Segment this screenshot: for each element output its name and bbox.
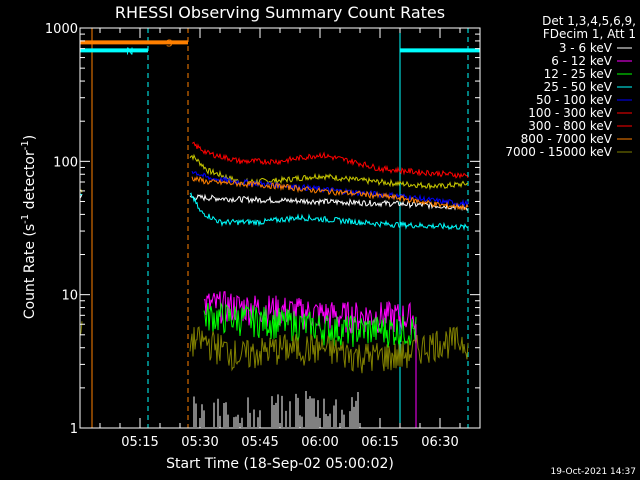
y-axis-label-part: ) — [22, 135, 38, 140]
footer-date: 19-Oct-2021 14:37 — [551, 467, 636, 477]
x-tick-label: 06:15 — [361, 435, 398, 450]
plot-frame — [79, 27, 481, 429]
flag-label: N — [126, 46, 133, 57]
y-tick-label: 10 — [61, 289, 78, 304]
legend: Det 1,3,4,5,6,9, FDecim 1, Att 1 3 - 6 k… — [505, 14, 636, 159]
y-tick-label: 1000 — [45, 22, 78, 37]
series-line — [203, 301, 417, 348]
series-line — [191, 141, 469, 179]
x-tick-label: 05:15 — [121, 435, 158, 450]
x-axis-label: Start Time (18-Sep-02 05:00:02) — [166, 456, 394, 472]
chart-title: RHESSI Observing Summary Count Rates — [115, 3, 445, 22]
series-line — [79, 192, 469, 231]
legend-header-line: FDecim 1, Att 1 — [543, 27, 636, 41]
x-tick-label: 05:45 — [241, 435, 278, 450]
legend-label: 100 - 300 keV — [528, 106, 612, 120]
y-axis-label-part: Count Rate (s — [22, 224, 38, 319]
y-axis-label: Count Rate (s-1 detector-1) — [20, 135, 38, 319]
axes: 1 10 100 1000 05:15 05:30 05:45 06:00 06:15 06:30 — [45, 22, 481, 450]
legend-label: 50 - 100 keV — [536, 93, 613, 107]
legend-label: 300 - 800 keV — [528, 119, 612, 133]
data-layer: SN — [79, 28, 480, 428]
y-axis-label-superscript: -1 — [20, 214, 31, 224]
legend-label: 12 - 25 keV — [544, 67, 613, 81]
legend-label: 25 - 50 keV — [544, 80, 613, 94]
y-tick-label: 100 — [53, 155, 78, 170]
flag-label: S — [166, 38, 172, 49]
y-axis-label-superscript: -1 — [20, 140, 31, 150]
x-tick-label: 06:00 — [301, 435, 338, 450]
y-axis-label-part: detector — [22, 150, 38, 214]
x-tick-label: 05:30 — [181, 435, 218, 450]
legend-header-line: Det 1,3,4,5,6,9, — [542, 14, 636, 28]
y-tick-label: 1 — [70, 422, 78, 437]
x-tick-label: 06:30 — [421, 435, 458, 450]
legend-label: 6 - 12 keV — [551, 54, 613, 68]
series-line — [191, 175, 469, 211]
legend-label: 800 - 7000 keV — [521, 132, 613, 146]
legend-label: 7000 - 15000 keV — [505, 145, 612, 159]
legend-label: 3 - 6 keV — [559, 41, 613, 55]
